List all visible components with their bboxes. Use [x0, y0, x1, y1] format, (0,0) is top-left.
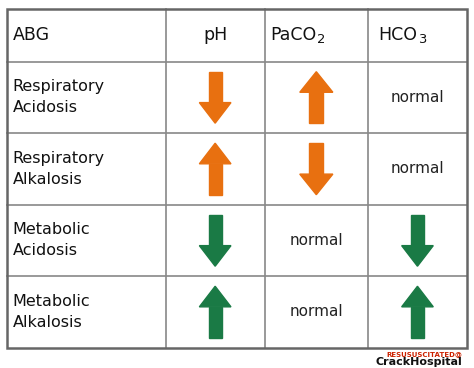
Polygon shape	[401, 286, 433, 307]
Text: normal: normal	[290, 304, 343, 319]
Bar	[209, 164, 222, 195]
Polygon shape	[200, 286, 231, 307]
Text: HCO: HCO	[378, 26, 418, 45]
Bar	[411, 307, 424, 338]
Polygon shape	[200, 143, 231, 164]
Polygon shape	[200, 245, 231, 266]
Bar	[209, 72, 222, 103]
Bar	[310, 143, 323, 174]
Bar	[209, 215, 222, 245]
Text: 2: 2	[317, 33, 325, 46]
Text: Respiratory
Acidosis: Respiratory Acidosis	[13, 79, 105, 116]
Text: normal: normal	[290, 233, 343, 248]
Text: 3: 3	[418, 33, 426, 46]
Text: Metabolic
Acidosis: Metabolic Acidosis	[13, 223, 91, 258]
Text: RESUSUSCITATED@: RESUSUSCITATED@	[386, 351, 462, 357]
Bar	[411, 215, 424, 245]
Polygon shape	[300, 174, 333, 195]
Polygon shape	[200, 103, 231, 123]
Text: Respiratory
Alkalosis: Respiratory Alkalosis	[13, 151, 105, 187]
Text: Metabolic
Alkalosis: Metabolic Alkalosis	[13, 294, 91, 330]
Text: CrackHospital: CrackHospital	[375, 357, 462, 367]
Text: PaCO: PaCO	[270, 26, 316, 45]
Bar	[310, 92, 323, 123]
Polygon shape	[401, 245, 433, 266]
Text: normal: normal	[391, 162, 444, 177]
Text: ABG: ABG	[13, 26, 50, 45]
Text: normal: normal	[391, 90, 444, 105]
Polygon shape	[300, 72, 333, 92]
Text: pH: pH	[203, 26, 228, 45]
Bar	[209, 307, 222, 338]
